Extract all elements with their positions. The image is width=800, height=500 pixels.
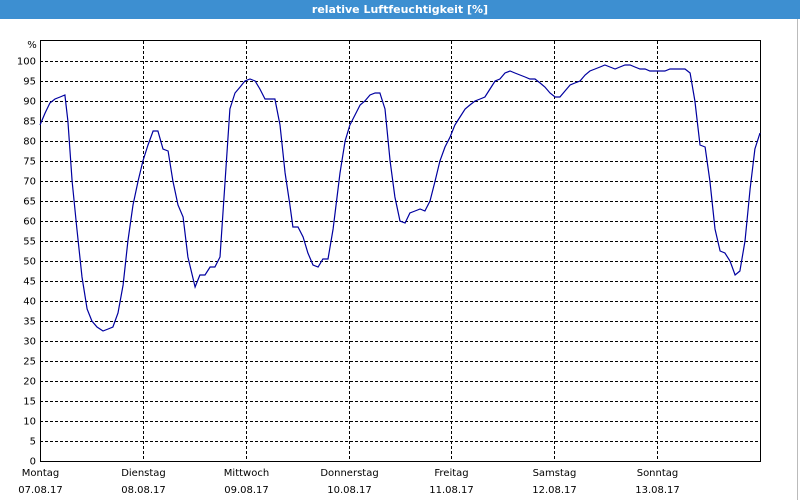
y-tick-label: 50 — [23, 257, 36, 268]
x-tick-label: Dienstag — [121, 468, 166, 479]
y-tick-label: 70 — [23, 177, 36, 188]
chart-title: relative Luftfeuchtigkeit [%] — [311, 3, 489, 16]
y-tick-label: 90 — [23, 97, 36, 108]
x-tick-sublabel: 13.08.17 — [635, 485, 680, 496]
x-tick-label: Freitag — [434, 468, 468, 479]
y-axis-label: % — [27, 40, 37, 51]
x-tick-sublabel: 10.08.17 — [327, 485, 372, 496]
x-tick-label: Montag — [22, 468, 59, 479]
x-tick-label: Samstag — [533, 468, 577, 479]
y-tick-label: 55 — [23, 237, 36, 248]
y-tick-label: 95 — [23, 77, 36, 88]
y-tick-label: 75 — [23, 157, 36, 168]
y-tick-label: 5 — [30, 437, 36, 448]
y-tick-label: 25 — [23, 357, 36, 368]
x-tick-sublabel: 09.08.17 — [224, 485, 269, 496]
plot-frame — [40, 40, 761, 462]
y-tick-label: 80 — [23, 137, 36, 148]
data-line — [39, 64, 761, 332]
y-tick-label: 0 — [30, 457, 36, 468]
y-tick-label: 20 — [23, 377, 36, 388]
title-bar: relative Luftfeuchtigkeit [%] — [0, 0, 800, 19]
y-tick-label: 10 — [23, 417, 36, 428]
y-tick-label: 100 — [17, 57, 36, 68]
x-tick-label: Mittwoch — [224, 468, 269, 479]
y-tick-label: 60 — [23, 217, 36, 228]
x-tick-label: Donnerstag — [320, 468, 378, 479]
y-tick-label: 35 — [23, 317, 36, 328]
x-tick-sublabel: 11.08.17 — [429, 485, 474, 496]
x-tick-label: Sonntag — [637, 468, 679, 479]
y-tick-label: 15 — [23, 397, 36, 408]
x-tick-sublabel: 07.08.17 — [18, 485, 63, 496]
y-tick-label: 30 — [23, 337, 36, 348]
y-tick-label: 40 — [23, 297, 36, 308]
x-tick-sublabel: 08.08.17 — [121, 485, 166, 496]
y-tick-label: 65 — [23, 197, 36, 208]
y-tick-label: 85 — [23, 117, 36, 128]
x-tick-sublabel: 12.08.17 — [532, 485, 577, 496]
y-tick-label: 45 — [23, 277, 36, 288]
